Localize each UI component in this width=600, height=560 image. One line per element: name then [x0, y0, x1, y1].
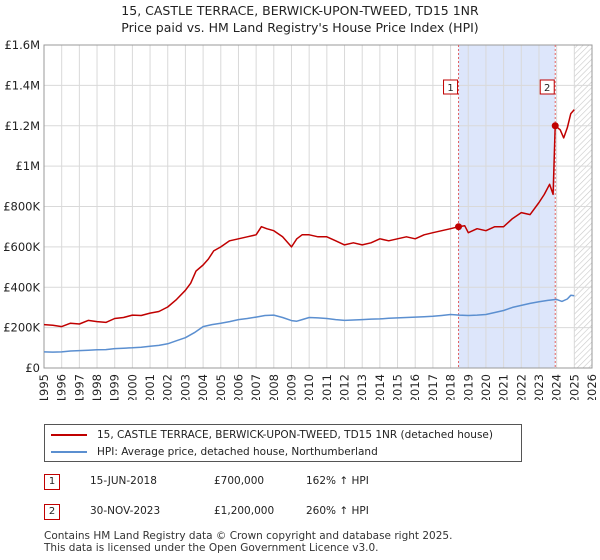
- x-tick-label: 2016: [408, 374, 422, 400]
- sale-label-box-2: [539, 79, 555, 95]
- series-line-property: [44, 109, 575, 328]
- x-tick-label: 2021: [497, 374, 511, 400]
- x-tick-label: 2025: [567, 374, 581, 400]
- y-tick-label: £1M: [15, 159, 40, 173]
- footer: Contains HM Land Registry data © Crown c…: [44, 530, 452, 554]
- x-tick-label: 2017: [426, 374, 440, 400]
- x-tick-label: 2009: [284, 374, 298, 400]
- x-tick-label: 2007: [249, 374, 263, 400]
- x-tick-label: 2019: [461, 374, 475, 400]
- x-tick-label: 2011: [320, 374, 334, 400]
- sale-point-1: [455, 223, 463, 231]
- legend-item-hpi: HPI: Average price, detached house, Nort…: [51, 444, 378, 460]
- x-tick-label: 1996: [55, 374, 69, 400]
- x-tick-label: 2004: [196, 374, 210, 400]
- x-tick-label: 2002: [161, 374, 175, 400]
- x-tick-label: 2026: [585, 374, 599, 400]
- legend-swatch-hpi: [51, 451, 87, 453]
- y-tick-label: £600K: [3, 240, 40, 254]
- sale-price-2: £1,200,000: [214, 505, 275, 517]
- legend-item-property: 15, CASTLE TERRACE, BERWICK-UPON-TWEED, …: [51, 427, 493, 443]
- sale-date-1: 15-JUN-2018: [90, 475, 157, 487]
- price-chart: £0 £200K £400K £600K £800K £1M £1.2M £1.4M £1.6M…: [3, 38, 599, 400]
- y-tick-label: £800K: [3, 200, 40, 214]
- x-tick-label: 2023: [532, 374, 546, 400]
- x-tick-label: 1995: [37, 374, 51, 400]
- sale-date-2: 30-NOV-2023: [90, 505, 161, 517]
- plot-frame: [43, 44, 593, 369]
- legend-label-hpi: HPI: Average price, detached house, Nort…: [97, 446, 378, 458]
- sale-hpi-2: 260% ↑ HPI: [306, 505, 369, 517]
- sale-label-box-1: [443, 79, 459, 95]
- sale-label-1: 1: [447, 83, 453, 94]
- x-tick-label: 2010: [302, 374, 316, 400]
- series-line-hpi: [44, 294, 575, 353]
- x-tick-label: 2015: [391, 374, 405, 400]
- x-tick-label: 2001: [143, 374, 157, 400]
- legend-label-property: 15, CASTLE TERRACE, BERWICK-UPON-TWEED, …: [97, 429, 493, 441]
- legend-swatch-property: [51, 434, 87, 436]
- y-tick-label: £1.2M: [4, 119, 40, 133]
- x-tick-label: 2024: [550, 374, 564, 400]
- x-tick-label: 2008: [267, 374, 281, 400]
- x-tick-label: 2003: [178, 374, 192, 400]
- x-tick-label: 1997: [72, 374, 86, 400]
- sale-marker-2: 2: [44, 504, 60, 520]
- y-tick-label: £0: [25, 361, 40, 375]
- sale-price-1: £700,000: [214, 475, 265, 487]
- y-tick-label: £1.4M: [4, 78, 40, 92]
- x-tick-label: 2005: [214, 374, 228, 400]
- x-tick-label: 1999: [108, 374, 122, 400]
- title-line1: 15, CASTLE TERRACE, BERWICK-UPON-TWEED, …: [121, 3, 479, 18]
- x-tick-label: 2013: [355, 374, 369, 400]
- x-tick-label: 2006: [231, 374, 245, 400]
- title-line2: Price paid vs. HM Land Registry's House …: [121, 20, 479, 35]
- footer-line1: Contains HM Land Registry data © Crown c…: [44, 530, 453, 542]
- legend: 15, CASTLE TERRACE, BERWICK-UPON-TWEED, …: [44, 424, 522, 462]
- sale-label-2: 2: [544, 83, 550, 94]
- x-tick-label: 2012: [338, 374, 352, 400]
- y-tick-label: £1.6M: [4, 38, 40, 52]
- x-tick-label: 2018: [444, 374, 458, 400]
- x-tick-label: 2022: [514, 374, 528, 400]
- y-tick-label: £400K: [3, 280, 40, 294]
- chart-title: 15, CASTLE TERRACE, BERWICK-UPON-TWEED, …: [0, 2, 600, 36]
- sale-marker-1: 1: [44, 474, 60, 490]
- x-tick-label: 1998: [90, 374, 104, 400]
- sale-hpi-1: 162% ↑ HPI: [306, 475, 369, 487]
- y-tick-label: £200K: [3, 321, 40, 335]
- x-tick-label: 2020: [479, 374, 493, 400]
- footer-line2: This data is licensed under the Open Gov…: [44, 542, 379, 554]
- sale-point-2: [551, 122, 559, 130]
- x-tick-label: 2000: [125, 374, 139, 400]
- x-tick-label: 2014: [373, 374, 387, 400]
